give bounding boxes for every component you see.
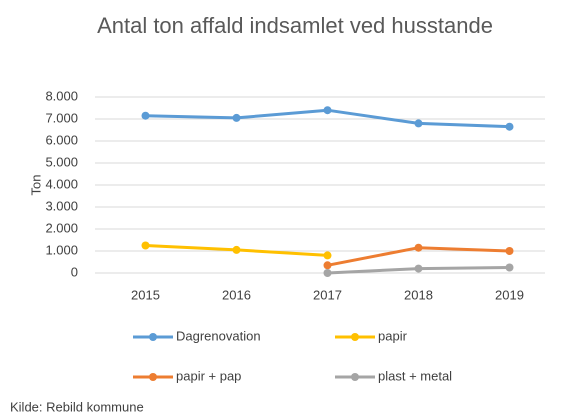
x-tick-label: 2015 [131,287,160,302]
legend-marker [351,333,359,341]
data-point [505,263,514,272]
data-point [323,269,332,277]
y-tick-label: 3.000 [45,198,78,213]
legend-label: papir [378,328,408,343]
legend-marker [149,373,157,381]
legend-marker [351,373,359,381]
legend-label: papir + pap [176,368,241,383]
legend-label: Dagrenovation [176,328,261,343]
y-tick-label: 4.000 [45,176,78,191]
source-note: Kilde: Rebild kommune [10,399,144,414]
data-point [232,245,241,254]
y-tick-label: 1.000 [45,242,78,257]
data-point [323,251,332,260]
data-point [323,261,332,270]
y-tick-label: 5.000 [45,154,78,169]
x-tick-label: 2016 [222,287,251,302]
x-tick-label: 2017 [313,287,342,302]
y-axis-label: Ton [28,175,43,196]
legend-marker [149,333,157,341]
y-tick-label: 2.000 [45,220,78,235]
x-tick-label: 2018 [404,287,433,302]
data-point [141,111,150,120]
data-point [505,247,514,255]
chart-title: Antal ton affald indsamlet ved husstande [97,13,493,38]
legend-label: plast + metal [378,368,452,383]
data-point [414,119,423,128]
y-tick-label: 6.000 [45,132,78,147]
data-point [323,106,332,115]
y-tick-label: 8.000 [45,88,78,103]
y-tick-label: 0 [71,264,78,279]
data-point [141,241,150,250]
data-point [414,264,423,273]
x-tick-label: 2019 [495,287,524,302]
data-point [414,243,423,252]
data-point [232,113,241,122]
y-tick-label: 7.000 [45,110,78,125]
data-point [505,122,514,131]
